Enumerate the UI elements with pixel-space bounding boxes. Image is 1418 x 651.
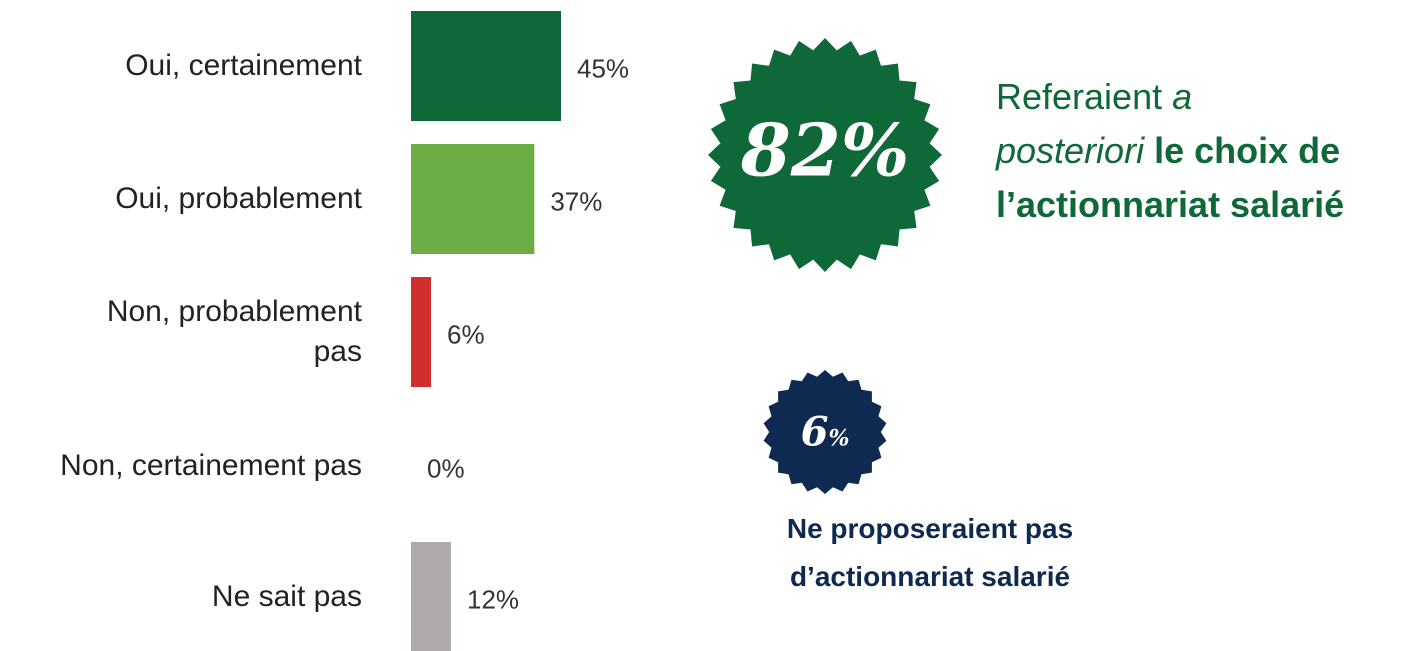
callout-text: l’actionnariat salarié [996,184,1345,225]
callout-text: a [1172,76,1193,117]
callout-text: le choix de [1144,130,1341,171]
category-label: Non, certainement pas [60,449,362,482]
callout-text: Referaient [996,76,1173,117]
value-label: 12% [467,584,520,615]
value-label: 37% [550,186,603,217]
badge-text: 82% [740,107,910,193]
callout: Ne proposeraient pas d’actionnariat salar… [787,505,1073,601]
bar [411,277,431,387]
value-label: 0% [427,453,465,484]
callout-line: Referaient a [996,70,1344,124]
bar [411,542,451,651]
category-label: Oui, probablement [115,182,362,215]
category-label: Non, probablement pas [106,295,362,368]
callout-text: Ne proposeraient pas [786,513,1074,544]
callout: Referaient a posteriori le choix de l’acti… [996,70,1344,232]
value-label: 45% [577,53,630,84]
callout-line: Ne proposeraient pas [787,505,1073,553]
callout-line: posteriori le choix de [996,124,1344,178]
callout-text: posteriori [996,130,1145,171]
badge [708,38,942,272]
callout-line: d’actionnariat salarié [787,553,1073,601]
value-label: 6% [447,319,485,350]
badge-text: 6% [801,409,850,456]
badge [763,370,887,494]
callout-text: d’actionnariat salarié [789,561,1071,592]
bar [411,11,561,121]
callout-line: l’actionnariat salarié [996,178,1344,232]
badge-number: 6 [800,408,829,456]
bar [411,144,535,254]
category-label: Oui, certainement [125,49,362,82]
badge-unit: % [828,425,850,452]
category-label: Ne sait pas [211,580,362,613]
